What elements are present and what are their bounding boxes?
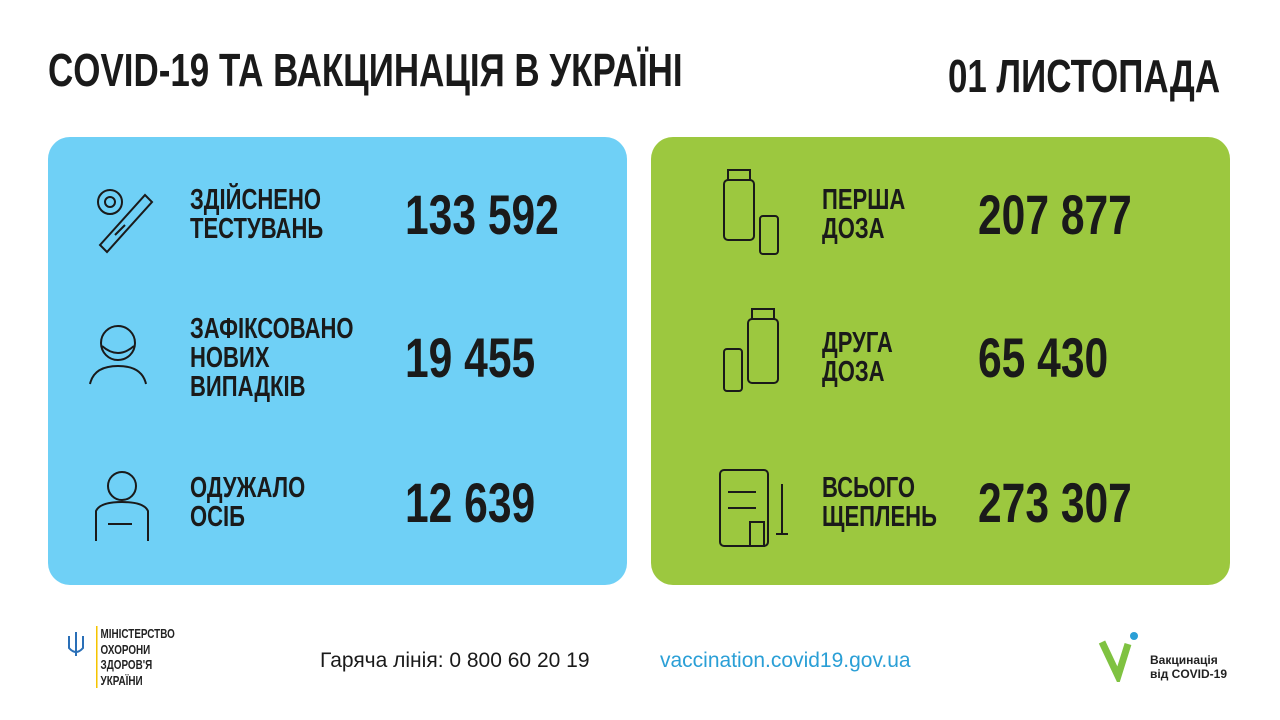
logo-line: від COVID-19 — [1150, 667, 1228, 681]
title: COVID-19 ТА ВАКЦИНАЦІЯ В УКРАЇНІ — [48, 44, 683, 96]
url[interactable]: vaccination.covid19.gov.ua — [660, 649, 911, 672]
stat-label: ЗАФІКСОВАНО — [190, 312, 354, 345]
ministry: МІНІСТЕРСТВО ОХОРОНИ ЗДОРОВ'Я УКРАЇНИ — [96, 626, 175, 688]
date: 01 ЛИСТОПАДА — [947, 50, 1220, 102]
vial-icon — [723, 169, 779, 255]
mask-icon — [89, 325, 147, 385]
clipboard-icon — [719, 469, 788, 547]
stat-value: 273 307 — [978, 471, 1132, 534]
logo-text: Вакцинація від COVID-19 — [1150, 653, 1227, 681]
stat-label: ОСІБ — [190, 501, 246, 533]
stat-label: ВСЬОГО — [822, 472, 916, 504]
ministry-line: МІНІСТЕРСТВО — [100, 626, 175, 641]
stat-value: 65 430 — [978, 326, 1109, 389]
stat-label: ДОЗА — [822, 213, 885, 245]
hotline: Гаряча лінія: 0 800 60 20 19 — [320, 649, 590, 672]
stat-label: ВИПАДКІВ — [190, 370, 306, 403]
stat-label: НОВИХ — [190, 341, 270, 374]
ministry-line: ОХОРОНИ — [100, 641, 151, 657]
stat-label: ДОЗА — [822, 356, 885, 388]
stat-label: ДРУГА — [822, 327, 893, 359]
stat-value: 133 592 — [405, 183, 559, 246]
logo-mark — [1098, 632, 1138, 682]
stat-label: ПЕРША — [822, 184, 906, 216]
vial-icon — [723, 308, 779, 392]
stat-value: 207 877 — [978, 183, 1132, 246]
stat-label: ЗДІЙСНЕНО — [190, 184, 322, 216]
logo-line: Вакцинація — [1150, 653, 1218, 667]
stat-label: ЩЕПЛЕНЬ — [822, 501, 937, 533]
coat-of-arms — [68, 632, 84, 656]
ministry-line: УКРАЇНИ — [100, 672, 143, 688]
test-icon — [97, 189, 154, 254]
recovered-icon — [95, 471, 149, 541]
stat-value: 19 455 — [405, 326, 536, 389]
ministry-line: ЗДОРОВ'Я — [100, 657, 153, 672]
stat-label: ОДУЖАЛО — [190, 472, 306, 504]
stat-label: ТЕСТУВАНЬ — [190, 213, 324, 245]
stat-value: 12 639 — [405, 471, 536, 534]
